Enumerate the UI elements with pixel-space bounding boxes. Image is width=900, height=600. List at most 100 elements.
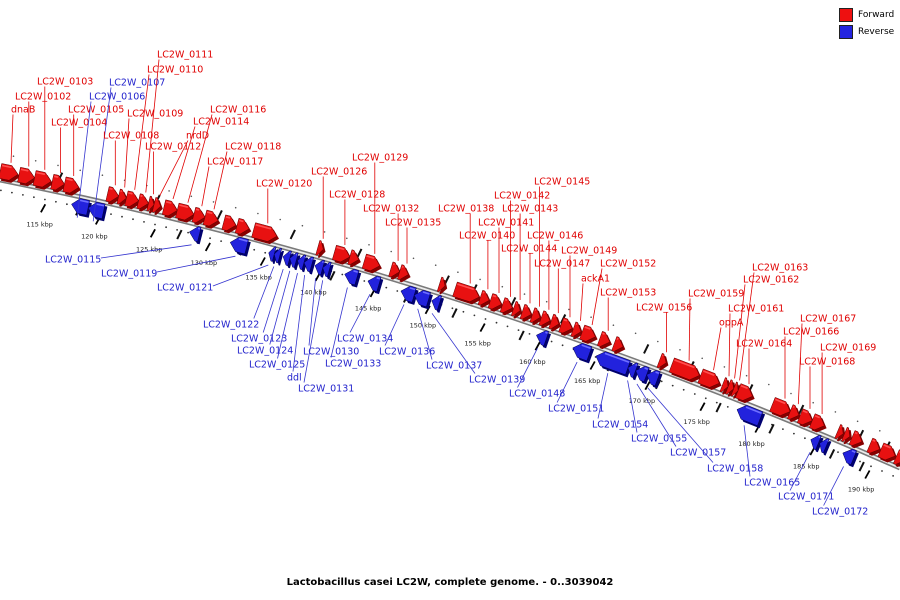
gene-label-LC2W_0143: LC2W_0143 xyxy=(502,204,558,215)
gene-LC2W_0107[interactable] xyxy=(87,201,108,222)
gene-label-LC2W_0145: LC2W_0145 xyxy=(534,177,590,188)
gene-LC2W_0167[interactable] xyxy=(786,404,802,422)
gene-LC2W_0165[interactable] xyxy=(736,405,766,429)
gene-LC2W_0122[interactable] xyxy=(273,247,284,266)
gene-LC2W_0134[interactable] xyxy=(367,275,384,295)
gene-LC2W_0171[interactable] xyxy=(810,434,824,453)
gene-LC2W_0141[interactable] xyxy=(487,293,504,312)
gene-oppA[interactable] xyxy=(697,368,722,390)
gene-LC2W_0148[interactable] xyxy=(536,330,551,349)
gene-dnaB[interactable] xyxy=(0,163,21,183)
gene-nrdD[interactable] xyxy=(151,197,163,215)
gene-LC2W_0138[interactable] xyxy=(452,281,482,305)
gene-LC2W_0111[interactable] xyxy=(136,193,151,212)
gene-unnamed-53[interactable] xyxy=(841,426,852,445)
gene-LC2W_0109[interactable] xyxy=(116,188,129,207)
gene-LC2W_0136[interactable] xyxy=(400,285,419,305)
gene-LC2W_0152[interactable] xyxy=(579,324,598,344)
gene-LC2W_0105[interactable] xyxy=(62,176,81,196)
gene-LC2W_0146[interactable] xyxy=(538,310,553,329)
upper-minor-dot xyxy=(568,308,570,311)
gene-LC2W_0172[interactable] xyxy=(842,448,859,468)
gene-arrow xyxy=(719,377,729,393)
gene-LC2W_0151[interactable] xyxy=(572,343,595,364)
gene-LC2W_0131[interactable] xyxy=(322,261,334,280)
gene-label-LC2W_0116: LC2W_0116 xyxy=(210,105,266,116)
gene-LC2W_0149[interactable] xyxy=(558,317,575,336)
gene-LC2W_0106[interactable] xyxy=(71,198,92,218)
gene-unnamed-56[interactable] xyxy=(877,442,898,463)
gene-LC2W_0120[interactable] xyxy=(251,222,279,245)
gene-LC2W_0161[interactable] xyxy=(719,377,731,395)
gene-LC2W_0110[interactable] xyxy=(124,190,141,210)
leader-line-LC2W_0110 xyxy=(134,74,150,190)
gene-LC2W_0164[interactable] xyxy=(734,383,755,404)
gene-LC2W_0102[interactable] xyxy=(17,167,37,187)
gene-ddl[interactable] xyxy=(303,256,316,275)
gene-unnamed-22[interactable] xyxy=(347,249,361,268)
ruler-label: 150 kbp xyxy=(410,322,437,330)
gene-LC2W_0162[interactable] xyxy=(725,379,736,397)
gene-LC2W_0143[interactable] xyxy=(510,300,523,319)
gene-LC2W_0104[interactable] xyxy=(50,174,67,193)
gene-LC2W_0169[interactable] xyxy=(808,413,827,433)
gene-arrow xyxy=(627,362,639,378)
gene-arrow xyxy=(510,300,521,317)
gene-LC2W_0166[interactable] xyxy=(769,397,793,419)
gene-arrow-bevel xyxy=(422,291,430,295)
gene-arrow xyxy=(477,289,490,306)
gene-arrow xyxy=(529,307,541,323)
gene-LC2W_0137[interactable] xyxy=(413,289,433,310)
gene-label-LC2W_0105: LC2W_0105 xyxy=(68,105,124,116)
gene-LC2W_0124[interactable] xyxy=(289,252,301,271)
gene-unnamed-40[interactable] xyxy=(611,336,626,355)
gene-unnamed-18[interactable] xyxy=(234,217,252,237)
ruler-minor-dot xyxy=(132,218,134,221)
gene-LC2W_0158[interactable] xyxy=(646,370,663,389)
upper-minor-dot xyxy=(479,278,481,281)
gene-label-LC2W_0163: LC2W_0163 xyxy=(752,263,808,274)
gene-label-LC2W_0167: LC2W_0167 xyxy=(800,314,856,325)
gene-LC2W_0159[interactable] xyxy=(668,357,702,383)
gene-LC2W_0135[interactable] xyxy=(397,264,411,283)
gene-arrow-bevel xyxy=(504,298,508,302)
gene-unnamed-17[interactable] xyxy=(221,214,238,234)
gene-LC2W_0142[interactable] xyxy=(499,297,515,316)
gene-LC2W_0153[interactable] xyxy=(596,330,612,350)
gene-arrow xyxy=(866,437,881,454)
gene-LC2W_0114[interactable] xyxy=(161,199,180,219)
gene-unnamed-81[interactable] xyxy=(819,438,832,456)
gene-LC2W_0116[interactable] xyxy=(175,202,196,223)
gene-LC2W_0154[interactable] xyxy=(595,351,633,378)
leader-line-LC2W_0163 xyxy=(739,272,755,381)
gene-unnamed-55[interactable] xyxy=(866,437,882,456)
gene-LC2W_0128[interactable] xyxy=(331,244,352,265)
feature-tick xyxy=(329,270,336,281)
gene-LC2W_0155[interactable] xyxy=(627,362,641,381)
gene-LC2W_0157[interactable] xyxy=(635,365,652,385)
gene-LC2W_0103[interactable] xyxy=(32,170,54,190)
gene-LC2W_0163[interactable] xyxy=(730,381,741,399)
gene-LC2W_0140[interactable] xyxy=(477,289,492,308)
gene-LC2W_0147[interactable] xyxy=(548,313,562,332)
gene-LC2W_0168[interactable] xyxy=(796,408,815,428)
gene-LC2W_0139[interactable] xyxy=(431,295,444,313)
gene-LC2W_0126[interactable] xyxy=(315,240,326,258)
genome-backbone-line xyxy=(0,177,900,471)
gene-label-LC2W_0130: LC2W_0130 xyxy=(303,347,359,358)
gene-LC2W_0156[interactable] xyxy=(656,352,669,371)
gene-LC2W_0133[interactable] xyxy=(344,268,362,288)
gene-LC2W_0144[interactable] xyxy=(519,303,534,322)
gene-arrow-bevel xyxy=(109,187,113,190)
gene-LC2W_0118[interactable] xyxy=(202,209,221,229)
gene-LC2W_0129[interactable] xyxy=(361,253,382,274)
gene-LC2W_0115[interactable] xyxy=(189,226,204,245)
gene-label-LC2W_0129: LC2W_0129 xyxy=(352,153,408,164)
gene-unnamed-26[interactable] xyxy=(436,276,448,295)
gene-arrow xyxy=(725,379,734,395)
ruler-minor-dot xyxy=(682,388,685,391)
ruler-minor-dot xyxy=(154,223,156,226)
gene-unnamed-54[interactable] xyxy=(848,430,865,449)
gene-LC2W_0119[interactable] xyxy=(229,236,251,257)
gene-arrow xyxy=(175,202,195,221)
